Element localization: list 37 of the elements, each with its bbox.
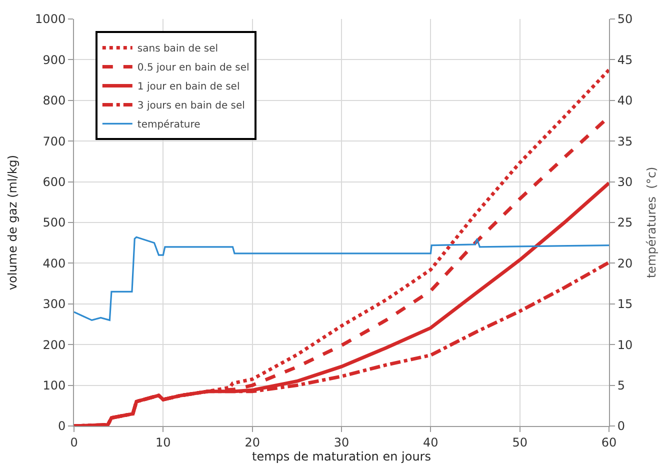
y-tick-label: 400: [42, 256, 66, 270]
x-tick-label: 30: [334, 435, 350, 450]
y2-tick-label: 35: [617, 134, 633, 148]
y-tick-label: 900: [42, 52, 66, 67]
x-tick-label: 60: [601, 435, 617, 450]
y-tick-label: 300: [42, 297, 66, 312]
y-tick-label: 600: [42, 175, 66, 189]
y-tick-label: 500: [42, 216, 66, 230]
y-tick-label: 200: [42, 338, 66, 352]
y2-tick-label: 25: [617, 216, 633, 230]
y2-tick-label: 0: [617, 419, 626, 434]
legend-label: 0.5 jour en bain de sel: [137, 62, 250, 74]
y2-tick-label: 30: [617, 175, 633, 189]
y-tick-label: 100: [42, 378, 66, 392]
y2-tick-label: 5: [617, 378, 626, 392]
y2-tick-label: 45: [617, 52, 633, 67]
legend-label: température: [137, 120, 200, 131]
x-tick-label: 10: [156, 435, 171, 450]
y2-tick-label: 20: [617, 256, 633, 270]
y-tick-label: 800: [42, 94, 66, 108]
x-tick-label: 0: [70, 435, 78, 450]
y-tick-label: 0: [58, 419, 66, 434]
legend-label: sans bain de sel: [137, 44, 218, 55]
legend-label: 1 jour en bain de sel: [137, 82, 240, 93]
x-tick-label: 20: [244, 435, 260, 450]
y-tick-label: 1000: [35, 12, 66, 26]
y2-tick-label: 10: [617, 338, 633, 352]
y2-axis-title: températures (°c): [644, 166, 659, 278]
y-axis-title: volume de gaz (ml/kg): [5, 154, 20, 290]
x-axis-title: temps de maturation en jours: [252, 449, 431, 464]
x-tick-label: 50: [512, 435, 528, 450]
y2-tick-label: 40: [617, 94, 633, 108]
legend-label: 3 jours en bain de sel: [137, 100, 245, 112]
y2-tick-label: 50: [617, 12, 633, 26]
y-tick-label: 700: [42, 134, 66, 148]
x-tick-label: 40: [423, 435, 438, 450]
y2-tick-label: 15: [617, 297, 633, 312]
